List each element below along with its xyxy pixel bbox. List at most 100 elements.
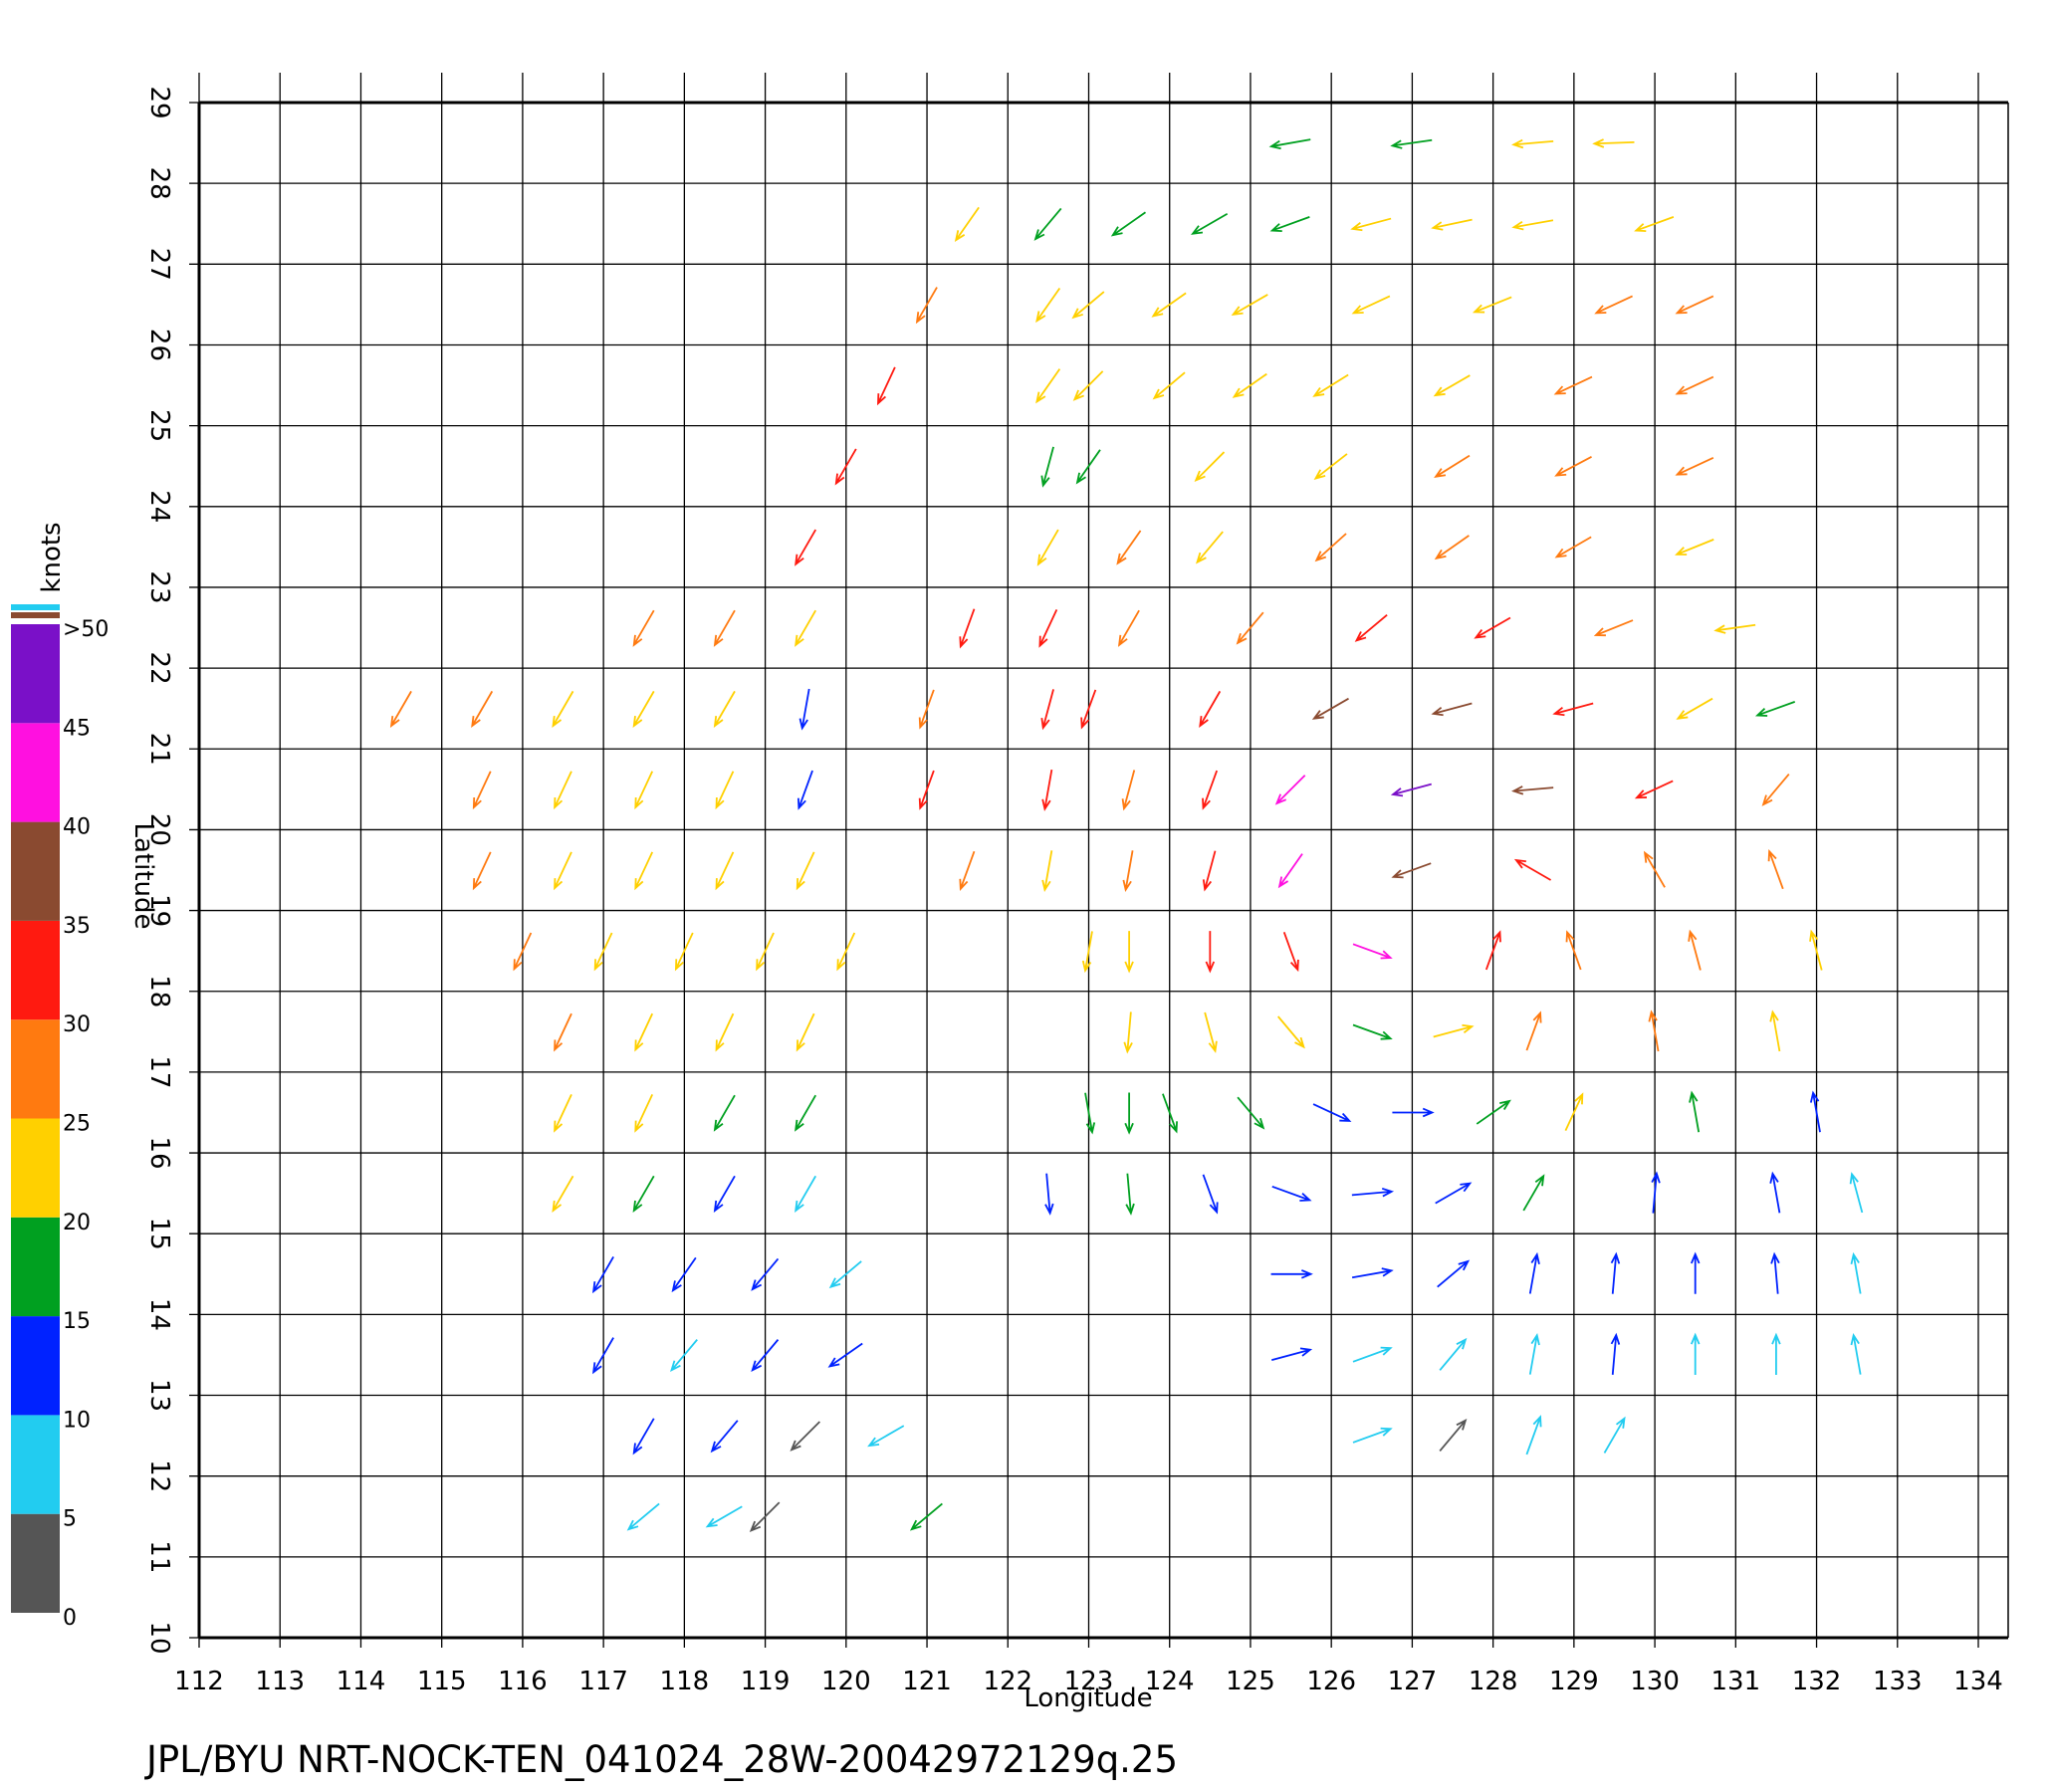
y-tick-label: 28 [144, 167, 174, 200]
wind-vector [1675, 539, 1714, 556]
wind-vector [472, 851, 492, 891]
wind-vector [674, 932, 694, 972]
wind-vector [1351, 1267, 1394, 1279]
wind-vector [554, 1012, 572, 1052]
y-tick-label: 26 [144, 329, 174, 361]
wind-vector [634, 1093, 654, 1133]
y-tick-label: 14 [144, 1298, 174, 1331]
wind-vector [1351, 1187, 1395, 1198]
wind-vector [1271, 1185, 1312, 1202]
wind-vector [909, 1502, 943, 1531]
x-tick-label: 117 [578, 1667, 628, 1696]
wind-vector [1439, 1419, 1468, 1453]
wind-vector [1314, 533, 1347, 562]
wind-vector [1648, 1009, 1660, 1052]
wind-vector [1110, 211, 1147, 237]
wind-vector [1472, 296, 1512, 314]
x-axis-label: Longitude [1024, 1683, 1152, 1713]
colorbar-segment [11, 920, 60, 1020]
x-tick-label: 121 [902, 1667, 952, 1696]
wind-vector [591, 1337, 614, 1375]
wind-vector [554, 1093, 572, 1133]
wind-vector [1564, 1092, 1584, 1131]
wind-vector [632, 690, 655, 729]
wind-vector [1202, 770, 1219, 810]
x-tick-label: 123 [1064, 1667, 1114, 1696]
wind-vector [1713, 623, 1756, 634]
wind-vector [1439, 1337, 1468, 1371]
wind-vector [796, 851, 815, 891]
wind-vector [1690, 1332, 1701, 1375]
x-tick-label: 130 [1630, 1667, 1680, 1696]
wind-vector [1769, 1171, 1781, 1214]
colorbar-tick-label: 45 [63, 716, 91, 741]
wind-vector [1434, 454, 1471, 479]
wind-vector [1433, 374, 1471, 397]
wind-vector [1350, 217, 1392, 232]
wind-vector [918, 770, 935, 810]
wind-vector [1434, 535, 1470, 560]
colorbar-segment [11, 1316, 60, 1416]
wind-vector [1511, 785, 1554, 795]
x-tick-label: 127 [1388, 1667, 1438, 1696]
wind-vector [471, 690, 494, 729]
wind-vector [1040, 689, 1054, 731]
y-tick-label: 16 [144, 1137, 174, 1170]
wind-vector [1152, 371, 1186, 400]
wind-vector [1554, 456, 1592, 477]
wind-vector [1474, 616, 1511, 639]
wind-vector [1528, 1332, 1540, 1375]
y-tick-label: 19 [144, 894, 174, 927]
wind-vector [1689, 1090, 1701, 1133]
wind-vector [632, 1175, 655, 1213]
wind-vector [1391, 862, 1432, 879]
wind-vector [1268, 138, 1311, 150]
wind-vector [1122, 850, 1134, 892]
x-tick-label: 119 [741, 1667, 791, 1696]
wind-vector [1603, 1416, 1626, 1454]
wind-vector [713, 609, 736, 647]
x-tick-label: 124 [1145, 1667, 1195, 1696]
wind-vector [634, 1012, 654, 1052]
wind-vector [1269, 216, 1310, 232]
wind-vector [715, 1012, 735, 1052]
wind-vector [634, 851, 654, 891]
wind-vector [1690, 1251, 1701, 1294]
wind-vector [1592, 138, 1635, 148]
colorbar-tick-label: 35 [63, 914, 91, 939]
wind-vector [918, 689, 935, 730]
colorbar-tick-label: 5 [63, 1507, 77, 1532]
wind-vector [1476, 1099, 1511, 1125]
wind-vector [795, 609, 816, 647]
wind-vector [1232, 372, 1267, 398]
wind-vector [1553, 375, 1593, 395]
wind-vector [1081, 931, 1093, 974]
wind-vector [1116, 530, 1142, 565]
colorbar-segment [11, 1217, 60, 1317]
wind-vector [715, 851, 735, 891]
wind-vector [1124, 931, 1134, 974]
wind-vector [552, 1175, 574, 1213]
wind-vector [713, 1175, 736, 1213]
wind-vector [1202, 850, 1217, 892]
wind-vector [798, 688, 810, 731]
x-tick-label: 122 [983, 1667, 1032, 1696]
colorbar-segment [11, 624, 60, 724]
colorbar-segment [11, 723, 60, 822]
wind-vector [1352, 1346, 1393, 1363]
x-tick-label: 125 [1226, 1667, 1275, 1696]
wind-vector [1274, 775, 1306, 805]
wind-vector [751, 1339, 780, 1373]
wind-vector [1392, 1107, 1435, 1118]
wind-vector [828, 1260, 862, 1289]
y-axis-label: Latitude [128, 822, 158, 929]
wind-vector [1351, 295, 1391, 315]
y-tick-label: 23 [144, 570, 174, 603]
wind-vector [1121, 770, 1136, 811]
wind-vector [1162, 1093, 1178, 1134]
wind-vector [795, 1094, 816, 1132]
y-tick-label: 22 [144, 652, 174, 685]
wind-vector [1610, 1332, 1621, 1375]
y-tick-label: 15 [144, 1218, 174, 1250]
